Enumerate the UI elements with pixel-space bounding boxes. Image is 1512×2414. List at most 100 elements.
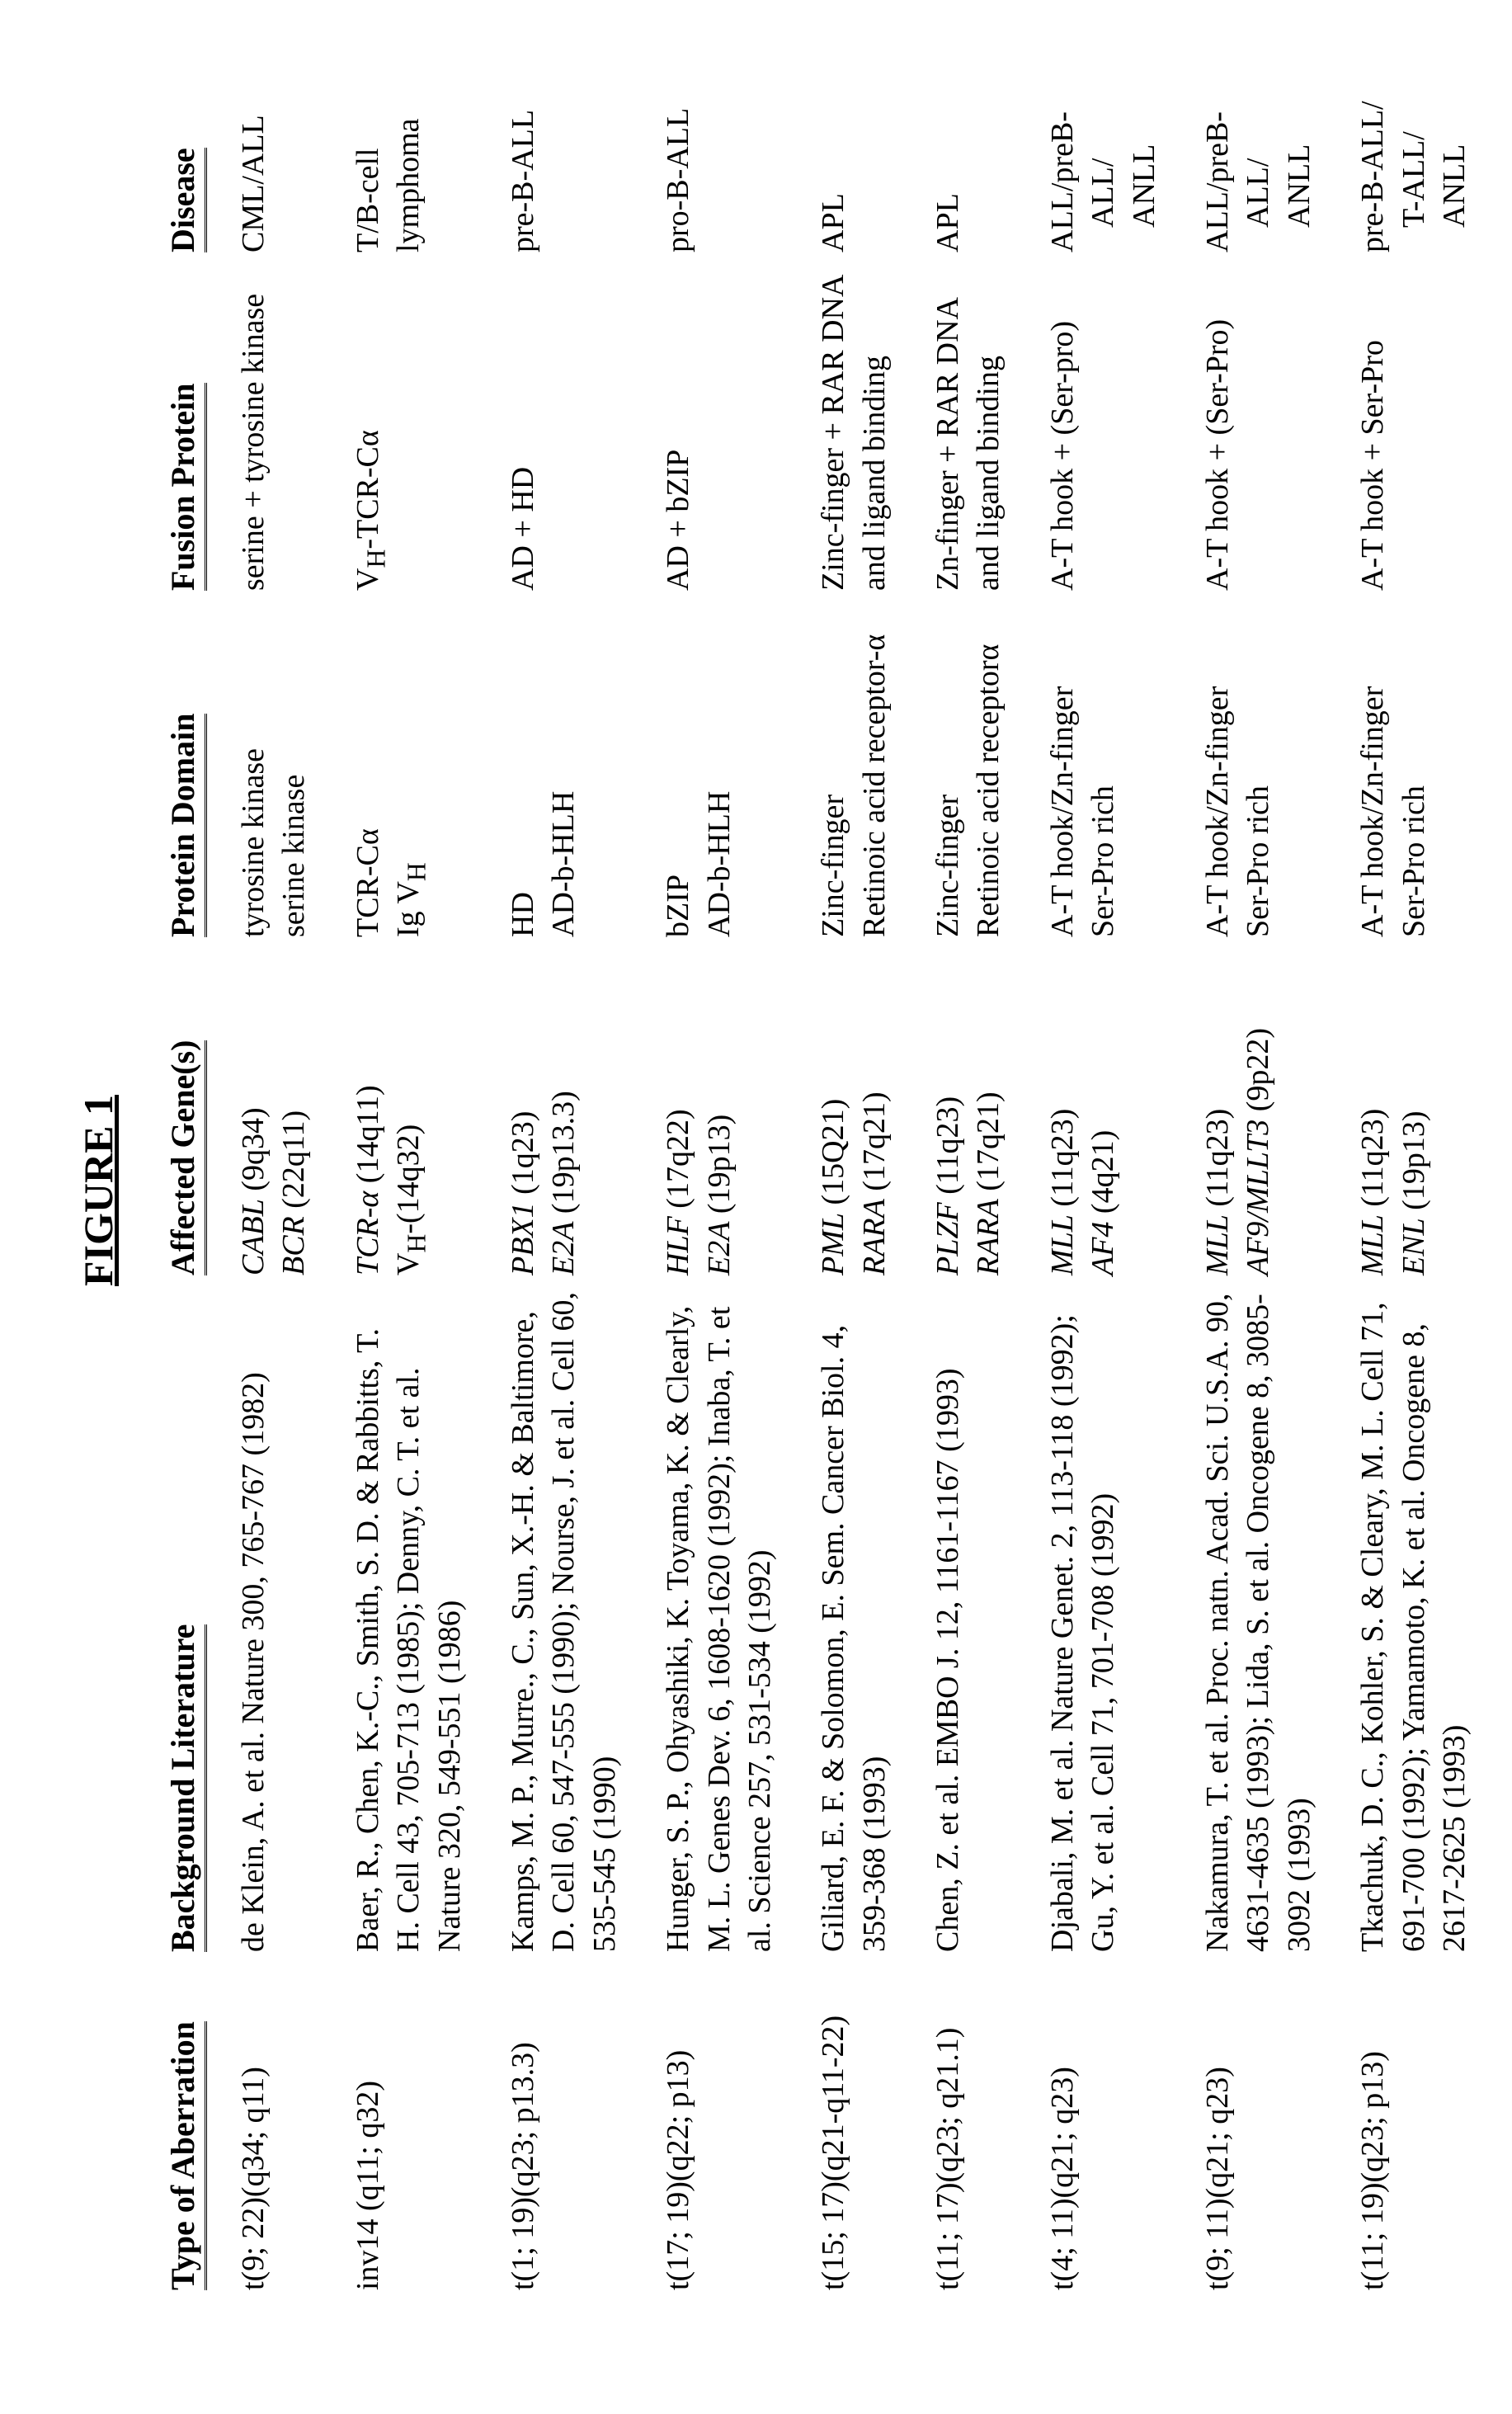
cell-aberration: t(11; 19)(q23; p13): [1336, 1952, 1491, 2290]
cell-literature: Tkachuk, D. C., Kohler, S. & Cleary, M. …: [1336, 1275, 1491, 1952]
table-row: t(1; 19)(q23; p13.3)Kamps, M. P., Murre.…: [487, 38, 642, 2290]
cell-fusion: AD + HD: [487, 252, 642, 591]
cell-aberration: inv14 (q11; q32): [332, 1952, 487, 2290]
cell-fusion: AD + bZIP: [642, 252, 797, 591]
disease-line: ANLL: [1434, 53, 1475, 252]
cell-genes: HLF (17q22)E2A (19p13): [642, 937, 797, 1275]
gene-name: AF4: [1086, 1222, 1120, 1275]
disease-line: ALL/preB-: [1198, 53, 1238, 252]
gene-entry: PML (15Q21): [813, 952, 854, 1275]
col-disease: Disease: [163, 38, 217, 252]
col-genes: Affected Gene(s): [163, 937, 217, 1275]
cell-aberration: t(4; 11)(q21; q23): [1026, 1952, 1181, 2290]
gene-entry: MLL (11q23): [1353, 952, 1393, 1275]
gene-name: AF9/MLLT3: [1241, 1120, 1275, 1275]
cell-aberration: t(17; 19)(q22; p13): [642, 1952, 797, 2290]
cell-literature: Kamps, M. P., Murre., C., Sun, X.-H. & B…: [487, 1275, 642, 1952]
cell-literature: Djabali, M. et al. Nature Genet. 2, 113-…: [1026, 1275, 1181, 1952]
cell-genes: MLL (11q23)AF9/MLLT3 (9p22): [1181, 937, 1336, 1275]
gene-name: TCR-α: [351, 1191, 385, 1275]
table-body: t(9; 22)(q34; q11)de Klein, A. et al. Na…: [217, 38, 1491, 2290]
table-row: t(9; 22)(q34; q11)de Klein, A. et al. Na…: [217, 38, 332, 2290]
col-domain: Protein Domain: [163, 591, 217, 937]
cell-domain: tyrosine kinaseserine kinase: [217, 591, 332, 937]
cell-literature: Nakamura, T. et al. Proc. natn. Acad. Sc…: [1181, 1275, 1336, 1952]
gene-entry: E2A (19p13.3): [544, 952, 584, 1275]
gene-name: BCR: [276, 1216, 311, 1275]
cell-literature: Hunger, S. P., Ohyashiki, K. Toyama, K. …: [642, 1275, 797, 1952]
table-row: t(4; 11)(q21; q23)Djabali, M. et al. Nat…: [1026, 38, 1181, 2290]
cell-disease: pre-B-ALL: [487, 38, 642, 252]
cell-genes: MLL (11q23)ENL (19p13): [1336, 937, 1491, 1275]
disease-line: ANLL: [1124, 53, 1165, 252]
cell-aberration: t(11; 17)(q23; q21.1): [911, 1952, 1026, 2290]
gene-entry: E2A (19p13): [699, 952, 740, 1275]
gene-name: PML: [816, 1213, 850, 1275]
gene-entry: MLL (11q23): [1043, 952, 1083, 1275]
cell-domain: TCR-CαIg VH: [332, 591, 487, 937]
disease-line: ALL/preB-: [1043, 53, 1083, 252]
cell-genes: PML (15Q21)RARA (17q21): [797, 937, 911, 1275]
cell-disease: CML/ALL: [217, 38, 332, 252]
gene-entry: PLZF (11q23): [928, 952, 968, 1275]
gene-entry: RARA (17q21): [855, 952, 895, 1275]
cell-domain: A-T hook/Zn-fingerSer-Pro rich: [1026, 591, 1181, 937]
cell-genes: PBX1 (1q23)E2A (19p13.3): [487, 937, 642, 1275]
gene-name: MLL: [1045, 1214, 1080, 1275]
gene-entry: VH-(14q32): [389, 952, 434, 1275]
disease-line: ALL/: [1238, 53, 1279, 252]
gene-name: MLL: [1355, 1214, 1390, 1275]
disease-line: ANLL: [1279, 53, 1320, 252]
cell-disease: pre-B-ALL/T-ALL/ANLL: [1336, 38, 1491, 252]
table-row: t(11; 17)(q23; q21.1)Chen, Z. et al. EMB…: [911, 38, 1026, 2290]
gene-entry: HLF (17q22): [658, 952, 699, 1275]
gene-name: HLF: [661, 1216, 695, 1275]
cell-aberration: t(9; 11)(q21; q23): [1181, 1952, 1336, 2290]
gene-name: PBX1: [506, 1202, 540, 1275]
cell-fusion: serine + tyrosine kinase: [217, 252, 332, 591]
col-aberration: Type of Aberration: [163, 1952, 217, 2290]
gene-name: MLL: [1200, 1214, 1235, 1275]
gene-entry: TCR-α (14q11): [348, 952, 389, 1275]
figure-title: FIGURE 1: [74, 91, 122, 2290]
cell-fusion: A-T hook + (Ser-Pro): [1181, 252, 1336, 591]
cell-domain: Zinc-fingerRetinoic acid receptor-α: [797, 591, 911, 937]
cell-disease: APL: [911, 38, 1026, 252]
table-row: inv14 (q11; q32)Baer, R., Chen, K.-C., S…: [332, 38, 487, 2290]
cell-literature: Baer, R., Chen, K.-C., Smith, S. D. & Ra…: [332, 1275, 487, 1952]
table-row: t(15; 17)(q21-q11-22)Giliard, E. F. & So…: [797, 38, 911, 2290]
cell-domain: A-T hook/Zn-fingerSer-Pro rich: [1336, 591, 1491, 937]
gene-name: RARA: [971, 1199, 1006, 1275]
table-header: Type of Aberration Background Literature…: [163, 38, 217, 2290]
cell-literature: de Klein, A. et al. Nature 300, 765-767 …: [217, 1275, 332, 1952]
cell-domain: Zinc-fingerRetinoic acid receptorα: [911, 591, 1026, 937]
gene-name: ENL: [1397, 1218, 1431, 1275]
cell-domain: HDAD-b-HLH: [487, 591, 642, 937]
cell-aberration: t(9; 22)(q34; q11): [217, 1952, 332, 2290]
cell-genes: TCR-α (14q11)VH-(14q32): [332, 937, 487, 1275]
gene-entry: PBX1 (1q23): [503, 952, 544, 1275]
cell-literature: Chen, Z. et al. EMBO J. 12, 1161-1167 (1…: [911, 1275, 1026, 1952]
disease-line: T-ALL/: [1394, 53, 1434, 252]
cell-fusion: A-T hook + (Ser-pro): [1026, 252, 1181, 591]
figure-page: FIGURE 1 Type of Aberration Background L…: [0, 0, 1512, 2414]
cell-genes: MLL (11q23)AF4 (4q21): [1026, 937, 1181, 1275]
cell-fusion: VH-TCR-Cα: [332, 252, 487, 591]
table-row: t(11; 19)(q23; p13)Tkachuk, D. C., Kohle…: [1336, 38, 1491, 2290]
cell-fusion: A-T hook + Ser-Pro: [1336, 252, 1491, 591]
gene-name: CABL: [236, 1199, 271, 1275]
cell-fusion: Zn-finger + RAR DNA and ligand binding: [911, 252, 1026, 591]
gene-entry: MLL (11q23): [1198, 952, 1238, 1275]
gene-entry: RARA (17q21): [968, 952, 1009, 1275]
cell-domain: A-T hook/Zn-fingerSer-Pro rich: [1181, 591, 1336, 937]
cell-genes: PLZF (11q23)RARA (17q21): [911, 937, 1026, 1275]
col-literature: Background Literature: [163, 1275, 217, 1952]
cell-aberration: t(15; 17)(q21-q11-22): [797, 1952, 911, 2290]
gene-entry: ENL (19p13): [1394, 952, 1434, 1275]
gene-name: E2A: [546, 1222, 581, 1275]
gene-name: PLZF: [930, 1202, 965, 1275]
cell-domain: bZIPAD-b-HLH: [642, 591, 797, 937]
gene-name: RARA: [857, 1199, 892, 1275]
gene-entry: AF9/MLLT3 (9p22): [1238, 952, 1279, 1275]
gene-entry: AF4 (4q21): [1083, 952, 1123, 1275]
